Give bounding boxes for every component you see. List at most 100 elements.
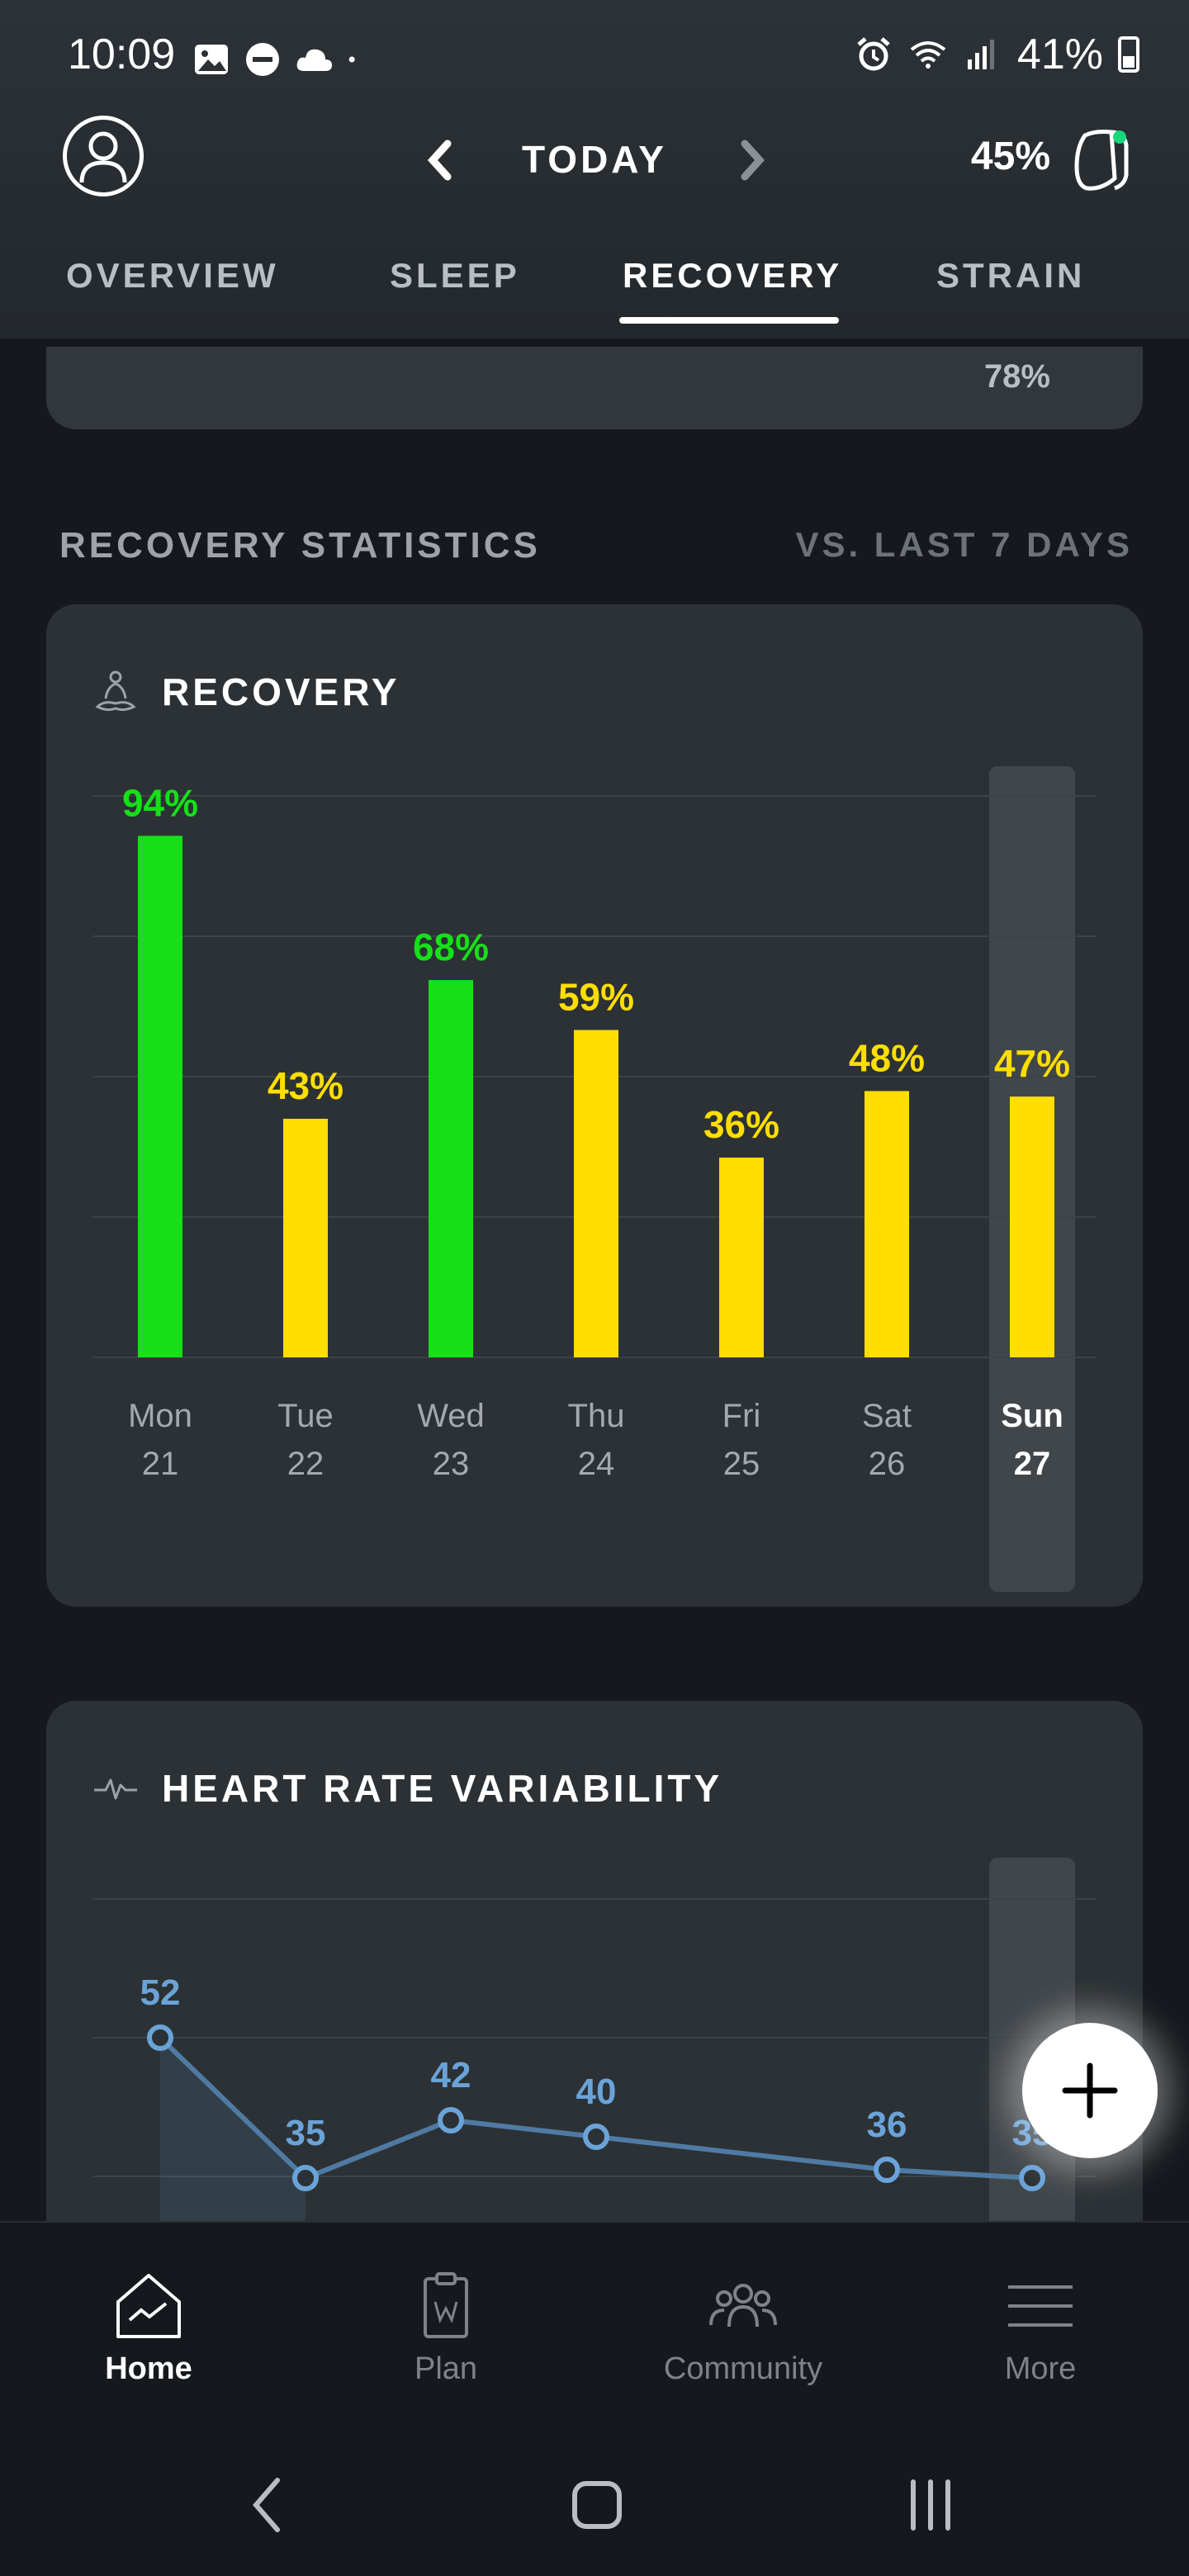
tab-strain[interactable]: STRAIN <box>936 256 1086 295</box>
recovery-card-title: RECOVERY <box>162 670 400 713</box>
bar-value-label: 68% <box>413 926 489 968</box>
battery-icon <box>1118 36 1139 73</box>
alarm-icon <box>857 37 890 71</box>
cloud-icon <box>296 49 332 71</box>
x-tick-day-name: Sun <box>1001 1398 1063 1434</box>
bottom-navigation: Home Plan Community More <box>0 2221 1189 2427</box>
recovery-statistics-header: RECOVERY STATISTICS VS. LAST 7 DAYS <box>59 525 1133 566</box>
bar-value-label: 47% <box>994 1042 1070 1085</box>
hrv-value-label: 36 <box>867 2105 907 2145</box>
status-notification-icons <box>192 40 368 79</box>
hrv-area <box>160 2038 306 2279</box>
clipboard-icon <box>424 2272 468 2338</box>
tab-sleep[interactable]: SLEEP <box>390 256 520 295</box>
recovery-bar-chart: 94% Mon 21 43% Tue 22 68% Wed 23 59% Thu 24 36% Fri 25… <box>92 766 1097 1592</box>
section-title: RECOVERY STATISTICS <box>59 525 541 566</box>
previous-card: 78% <box>46 347 1143 429</box>
recovery-bar <box>865 1091 909 1357</box>
hrv-card-header: HEART RATE VARIABILITY <box>91 1764 722 1813</box>
nav-plan-label: Plan <box>414 2351 478 2386</box>
wearable-band-icon[interactable] <box>1065 124 1138 197</box>
hrv-value-label: 35 <box>286 2113 326 2153</box>
menu-icon <box>1008 2285 1073 2327</box>
x-tick-day-number: 26 <box>869 1446 906 1482</box>
meditation-icon <box>95 670 136 712</box>
wifi-icon <box>910 41 946 69</box>
nav-home-label: Home <box>105 2351 192 2386</box>
tab-recovery[interactable]: RECOVERY <box>623 256 843 295</box>
previous-card-value: 78% <box>983 358 1050 395</box>
dot-icon <box>348 56 355 63</box>
recovery-card-header: RECOVERY <box>91 667 400 717</box>
tab-overview[interactable]: OVERVIEW <box>66 256 279 295</box>
x-tick-day-number: 25 <box>723 1446 760 1482</box>
x-tick-day-number: 24 <box>578 1446 615 1482</box>
x-tick-day-number: 23 <box>433 1446 470 1482</box>
date-label[interactable]: TODAY <box>522 138 667 181</box>
hrv-value-label: 42 <box>431 2055 471 2095</box>
x-tick-day-name: Tue <box>277 1398 333 1434</box>
recovery-bar <box>138 836 182 1357</box>
x-tick-day-name: Fri <box>722 1398 761 1434</box>
x-tick-day-name: Wed <box>417 1398 485 1434</box>
status-time: 10:09 <box>68 31 176 78</box>
x-tick-day-name: Sat <box>862 1398 912 1434</box>
hrv-data-point <box>147 2024 173 2051</box>
add-activity-button[interactable] <box>1022 2023 1158 2158</box>
system-home-icon[interactable] <box>560 2472 634 2538</box>
recovery-bar <box>1010 1096 1054 1357</box>
nav-more[interactable]: More <box>950 2269 1131 2387</box>
chevron-left-icon[interactable] <box>421 135 457 185</box>
user-icon <box>79 131 127 183</box>
bar-value-label: 59% <box>558 976 634 1019</box>
chevron-right-icon[interactable] <box>735 135 771 185</box>
recovery-bar <box>574 1030 618 1357</box>
recovery-bar <box>283 1119 328 1357</box>
hrv-data-point <box>583 2124 609 2150</box>
phone-battery-percent: 41% <box>1016 31 1103 78</box>
profile-avatar-button[interactable] <box>63 116 144 197</box>
x-tick-day-number: 27 <box>1014 1446 1051 1482</box>
system-back-icon[interactable] <box>231 2472 306 2538</box>
system-navigation-bar <box>0 2427 1189 2576</box>
hrv-data-point <box>874 2157 900 2183</box>
recovery-chart-card[interactable]: 94% Mon 21 43% Tue 22 68% Wed 23 59% Thu 24 36% Fri 25… <box>46 604 1143 1607</box>
x-tick-day-number: 22 <box>287 1446 324 1482</box>
bar-value-label: 48% <box>849 1036 925 1079</box>
hrv-card-title: HEART RATE VARIABILITY <box>162 1767 723 1810</box>
tab-bar: OVERVIEW SLEEP RECOVERY STRAIN <box>0 248 1189 339</box>
app-header: TODAY 45% <box>0 107 1189 206</box>
recovery-bar <box>429 980 473 1357</box>
active-tab-indicator <box>619 317 839 324</box>
recovery-bar <box>719 1158 764 1357</box>
home-chart-icon <box>116 2274 181 2338</box>
bar-value-label: 36% <box>703 1103 779 1146</box>
hrv-data-point <box>1019 2165 1045 2191</box>
hrv-chart-card[interactable]: 52 35 42 40 36 35 HEART RATE VARIABILITY <box>46 1701 1143 2279</box>
x-tick-day-number: 21 <box>142 1446 179 1482</box>
hrv-value-label: 40 <box>576 2072 617 2112</box>
nav-community[interactable]: Community <box>652 2269 834 2387</box>
people-icon <box>709 2284 777 2327</box>
status-bar: 10:09 <box>0 25 1189 91</box>
x-tick-day-name: Mon <box>128 1398 192 1434</box>
device-battery-percent: 45% <box>970 135 1050 178</box>
hrv-value-label: 52 <box>140 1972 181 2013</box>
system-recents-icon[interactable] <box>893 2472 968 2538</box>
plus-icon <box>1062 2062 1118 2119</box>
nav-plan[interactable]: Plan <box>355 2269 537 2387</box>
status-right-icons: 41% <box>854 30 1139 79</box>
comparison-period-selector[interactable]: VS. LAST 7 DAYS <box>795 525 1133 564</box>
nav-home[interactable]: Home <box>58 2269 239 2387</box>
x-tick-day-name: Thu <box>568 1398 625 1434</box>
do-not-disturb-icon <box>246 43 279 76</box>
hrv-series-line <box>158 2035 1033 2181</box>
heartbeat-icon <box>94 1778 137 1800</box>
hrv-data-point <box>438 2107 464 2133</box>
signal-icon <box>967 40 994 69</box>
nav-community-label: Community <box>663 2351 823 2386</box>
nav-more-label: More <box>1004 2351 1077 2386</box>
bar-value-label: 43% <box>268 1064 343 1107</box>
bar-value-label: 94% <box>122 781 198 824</box>
